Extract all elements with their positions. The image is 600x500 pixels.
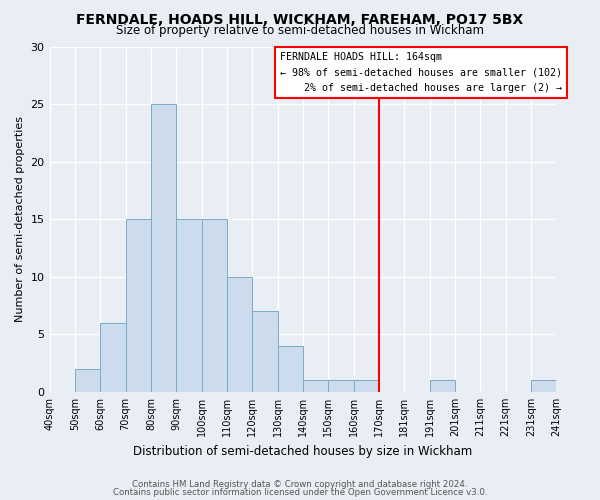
X-axis label: Distribution of semi-detached houses by size in Wickham: Distribution of semi-detached houses by … xyxy=(133,444,473,458)
Bar xyxy=(75,369,100,392)
Bar xyxy=(303,380,328,392)
Bar xyxy=(202,219,227,392)
Bar xyxy=(430,380,455,392)
Bar xyxy=(100,323,125,392)
Y-axis label: Number of semi-detached properties: Number of semi-detached properties xyxy=(15,116,25,322)
Bar xyxy=(151,104,176,392)
Bar xyxy=(125,219,151,392)
Bar xyxy=(531,380,556,392)
Text: FERNDALE HOADS HILL: 164sqm
← 98% of semi-detached houses are smaller (102)
    : FERNDALE HOADS HILL: 164sqm ← 98% of sem… xyxy=(280,52,562,93)
Text: FERNDALE, HOADS HILL, WICKHAM, FAREHAM, PO17 5BX: FERNDALE, HOADS HILL, WICKHAM, FAREHAM, … xyxy=(76,12,524,26)
Bar xyxy=(353,380,379,392)
Text: Contains HM Land Registry data © Crown copyright and database right 2024.: Contains HM Land Registry data © Crown c… xyxy=(132,480,468,489)
Bar xyxy=(227,277,252,392)
Bar xyxy=(176,219,202,392)
Bar xyxy=(278,346,303,392)
Bar xyxy=(252,312,278,392)
Text: Size of property relative to semi-detached houses in Wickham: Size of property relative to semi-detach… xyxy=(116,24,484,37)
Bar xyxy=(328,380,353,392)
Text: Contains public sector information licensed under the Open Government Licence v3: Contains public sector information licen… xyxy=(113,488,487,497)
